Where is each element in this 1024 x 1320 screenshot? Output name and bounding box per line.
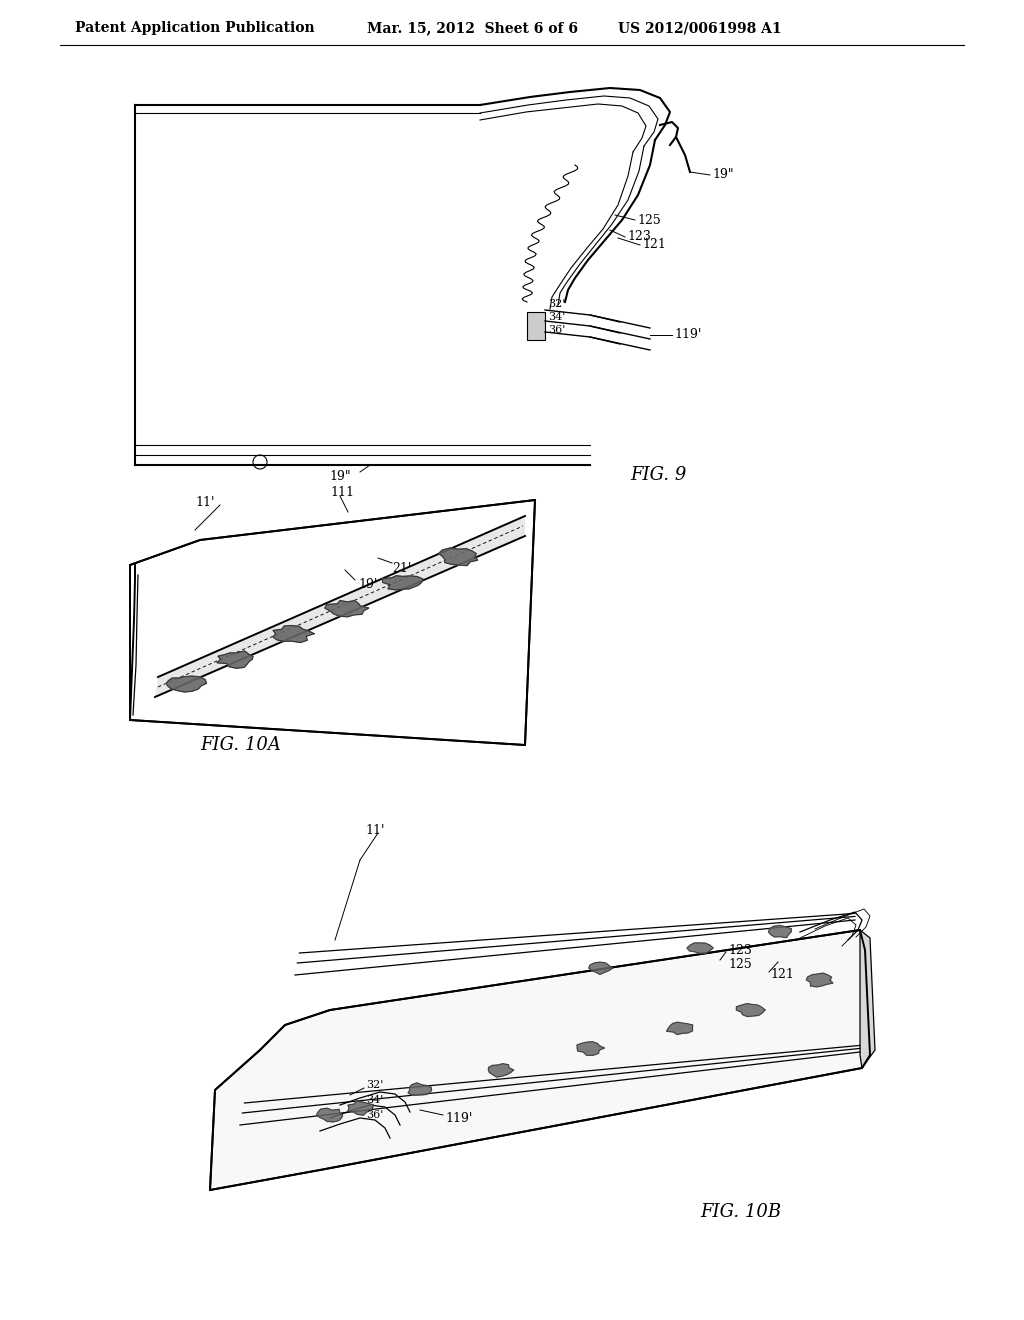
Polygon shape [736,1003,765,1016]
Text: 34': 34' [548,312,565,322]
Polygon shape [667,1022,692,1035]
Polygon shape [860,931,874,1068]
Polygon shape [210,931,870,1191]
Text: 123: 123 [728,944,752,957]
Text: US 2012/0061998 A1: US 2012/0061998 A1 [618,21,781,36]
Text: 19": 19" [329,470,351,483]
Polygon shape [439,548,478,566]
Text: 32': 32' [548,300,565,309]
Text: 123: 123 [627,231,651,243]
Text: 21': 21' [392,561,412,574]
Polygon shape [768,925,792,937]
Text: FIG. 10B: FIG. 10B [700,1203,781,1221]
Text: 11': 11' [365,824,384,837]
Polygon shape [408,1082,431,1096]
Text: 111: 111 [330,486,354,499]
Polygon shape [273,626,314,643]
Polygon shape [166,676,206,692]
Text: 32': 32' [366,1080,383,1090]
Text: 34': 34' [366,1096,383,1105]
Polygon shape [578,1041,604,1055]
Polygon shape [316,1109,343,1122]
Text: 125: 125 [637,214,660,227]
Text: Mar. 15, 2012  Sheet 6 of 6: Mar. 15, 2012 Sheet 6 of 6 [367,21,578,36]
Text: 119': 119' [674,329,701,342]
Text: 19': 19' [358,578,378,591]
Text: 125: 125 [728,958,752,972]
Text: 19": 19" [712,169,733,181]
Text: FIG. 9: FIG. 9 [630,466,686,484]
Text: 36': 36' [366,1110,383,1119]
Polygon shape [806,973,833,987]
Text: 121: 121 [770,969,794,982]
Text: 11': 11' [195,495,214,508]
Polygon shape [382,576,423,590]
Text: 121: 121 [642,239,666,252]
Polygon shape [527,312,545,341]
Polygon shape [589,962,612,974]
Polygon shape [325,601,369,616]
Text: Patent Application Publication: Patent Application Publication [75,21,314,36]
Polygon shape [687,942,713,953]
Polygon shape [488,1064,514,1077]
Text: FIG. 10A: FIG. 10A [200,737,281,754]
Polygon shape [130,500,535,744]
Polygon shape [348,1101,374,1115]
Polygon shape [155,516,525,697]
Text: 119': 119' [445,1111,472,1125]
Text: 36': 36' [548,325,565,335]
Polygon shape [217,651,253,668]
